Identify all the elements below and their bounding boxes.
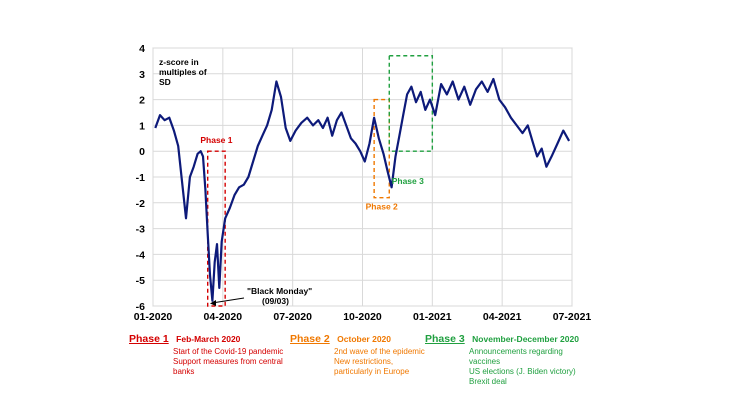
legend-phase-1-title: Phase 1	[129, 333, 169, 345]
y-axis-label-line-3: SD	[159, 77, 171, 87]
legend-phase-1-line: Start of the Covid-19 pandemic	[173, 347, 284, 356]
y-axis-label-line-2: multiples of	[159, 67, 207, 77]
phase-box-label: Phase 3	[392, 176, 424, 186]
x-tick-label: 01-2021	[413, 311, 452, 323]
y-axis-ticks: 4 3 2 1 0 -1 -2 -3 -4 -5 -6	[136, 43, 146, 313]
phase-box-label: Phase 2	[366, 202, 398, 212]
y-tick-label: 1	[139, 120, 145, 132]
x-tick-label: 10-2020	[343, 311, 382, 323]
y-axis-label-line-1: z-score in	[159, 57, 199, 67]
legend-phase-1-line: banks	[173, 367, 195, 376]
legend-phase-3: Phase 3 November-December 2020 Announcem…	[425, 329, 579, 387]
legend-phase-2-line: 2nd wave of the epidemic	[334, 347, 425, 356]
legend-phase-3-line: US elections (J. Biden victory)	[469, 367, 576, 376]
y-tick-label: 3	[139, 69, 145, 81]
legend-phase-2-line: particularly in Europe	[334, 367, 410, 376]
y-tick-label: -6	[136, 301, 145, 313]
legend-phase-1-line: Support measures from central	[173, 357, 283, 366]
y-tick-label: 4	[139, 43, 145, 55]
y-tick-label: -2	[136, 198, 145, 210]
zscore-series-line	[154, 77, 571, 302]
x-axis-ticks: 01-2020 04-2020 07-2020 10-2020 01-2021 04-20…	[134, 311, 592, 323]
legend-phase-1-period: Feb-March 2020	[176, 334, 241, 344]
y-tick-label: 2	[139, 95, 145, 107]
legend-phase-3-title: Phase 3	[425, 333, 465, 345]
phase-box	[388, 55, 434, 152]
black-monday-arrow	[211, 297, 245, 304]
black-monday-arrowhead	[210, 300, 216, 306]
x-tick-label: 04-2021	[483, 311, 522, 323]
gridlines	[152, 47, 573, 307]
y-tick-label: -1	[136, 172, 145, 184]
y-tick-label: -5	[136, 275, 145, 287]
zscore-line-chart: 4 3 2 1 0 -1 -2 -3 -4 -5 -6 01-2020 04-2020 07-2020 1…	[134, 43, 592, 323]
legend-phase-2-line: New restrictions,	[334, 357, 394, 366]
x-tick-label: 07-2020	[273, 311, 312, 323]
legend-phase-3-line: Brexit deal	[469, 377, 507, 386]
black-monday-label: "Black Monday"	[247, 286, 312, 296]
legend-phase-3-line: vaccines	[469, 357, 501, 366]
x-tick-label: 01-2020	[134, 311, 173, 323]
phase-box-labels: Phase 1 Phase 2 Phase 3	[200, 135, 424, 211]
y-tick-label: 0	[139, 146, 145, 158]
legend-phase-2: Phase 2 October 2020 2nd wave of the epi…	[290, 329, 425, 377]
x-tick-label: 04-2020	[204, 311, 243, 323]
legend-phase-2-period: October 2020	[337, 334, 392, 344]
legend-phase-3-period: November-December 2020	[472, 334, 579, 344]
phase-box-label: Phase 1	[200, 135, 232, 145]
y-tick-label: -3	[136, 224, 145, 236]
y-tick-label: -4	[136, 249, 145, 261]
legend-phase-3-line: Announcements regarding	[469, 347, 563, 356]
legend-phase-1: Phase 1 Feb-March 2020 Start of the Covi…	[129, 329, 283, 377]
legend-phase-2-title: Phase 2	[290, 333, 330, 345]
black-monday-date: (09/03)	[262, 296, 289, 306]
x-tick-label: 07-2021	[553, 311, 592, 323]
